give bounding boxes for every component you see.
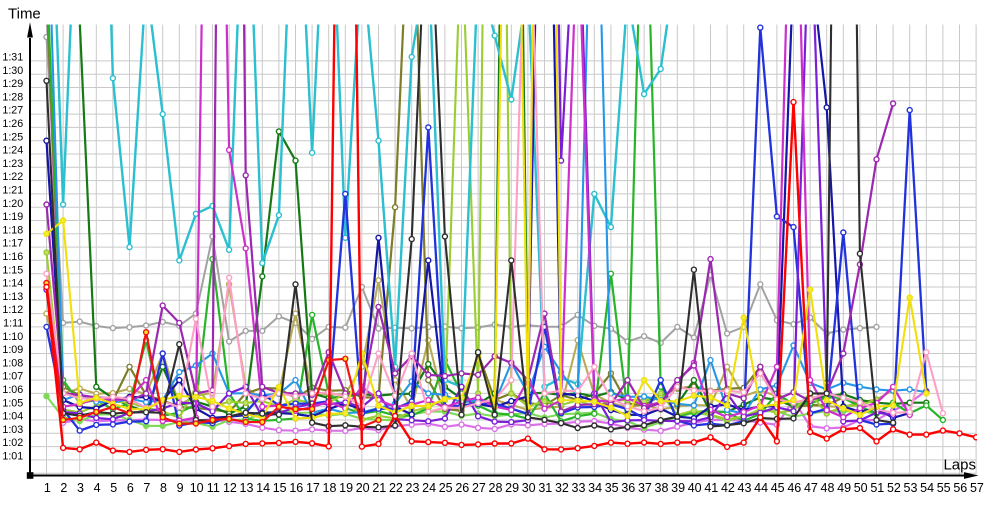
svg-text:1:27: 1:27	[2, 105, 23, 117]
svg-text:17: 17	[306, 481, 320, 495]
svg-text:1:13: 1:13	[2, 291, 23, 303]
svg-text:1:25: 1:25	[2, 131, 23, 143]
svg-text:21: 21	[372, 481, 386, 495]
svg-text:46: 46	[787, 481, 801, 495]
svg-text:54: 54	[920, 481, 934, 495]
svg-text:1:31: 1:31	[2, 52, 23, 64]
svg-text:16: 16	[289, 481, 303, 495]
svg-text:57: 57	[970, 481, 984, 495]
svg-text:14: 14	[256, 481, 270, 495]
svg-text:25: 25	[439, 481, 453, 495]
svg-text:18: 18	[323, 481, 337, 495]
svg-text:20: 20	[356, 481, 370, 495]
svg-text:1:30: 1:30	[2, 65, 23, 77]
svg-text:32: 32	[555, 481, 569, 495]
svg-text:41: 41	[704, 481, 718, 495]
svg-text:1:03: 1:03	[2, 424, 23, 436]
svg-text:1:02: 1:02	[2, 437, 23, 449]
svg-text:45: 45	[771, 481, 785, 495]
svg-text:31: 31	[538, 481, 552, 495]
svg-text:1:16: 1:16	[2, 251, 23, 263]
svg-text:1:08: 1:08	[2, 357, 23, 369]
svg-text:1:04: 1:04	[2, 411, 23, 423]
svg-text:1:10: 1:10	[2, 331, 23, 343]
svg-text:10: 10	[190, 481, 204, 495]
svg-text:28: 28	[489, 481, 503, 495]
svg-text:1:18: 1:18	[2, 224, 23, 236]
svg-text:4: 4	[94, 481, 101, 495]
svg-text:39: 39	[671, 481, 685, 495]
svg-text:3: 3	[77, 481, 84, 495]
svg-text:48: 48	[821, 481, 835, 495]
svg-text:35: 35	[605, 481, 619, 495]
svg-text:19: 19	[339, 481, 353, 495]
svg-text:55: 55	[937, 481, 951, 495]
svg-text:Time: Time	[8, 6, 41, 23]
svg-text:1:19: 1:19	[2, 211, 23, 223]
svg-text:24: 24	[422, 481, 436, 495]
svg-text:22: 22	[389, 481, 403, 495]
svg-text:47: 47	[804, 481, 818, 495]
svg-text:50: 50	[854, 481, 868, 495]
svg-text:1:12: 1:12	[2, 304, 23, 316]
svg-text:1:15: 1:15	[2, 264, 23, 276]
svg-text:9: 9	[177, 481, 184, 495]
svg-text:52: 52	[887, 481, 901, 495]
svg-text:1:01: 1:01	[2, 451, 23, 463]
svg-text:11: 11	[207, 481, 220, 495]
svg-text:6: 6	[127, 481, 134, 495]
svg-text:7: 7	[143, 481, 150, 495]
svg-text:23: 23	[406, 481, 420, 495]
svg-text:33: 33	[572, 481, 586, 495]
svg-text:29: 29	[505, 481, 519, 495]
svg-text:1:07: 1:07	[2, 371, 23, 383]
svg-text:43: 43	[738, 481, 752, 495]
svg-text:49: 49	[837, 481, 851, 495]
svg-text:1:24: 1:24	[2, 145, 23, 157]
svg-text:1:14: 1:14	[2, 278, 23, 290]
svg-text:38: 38	[655, 481, 669, 495]
svg-text:Laps: Laps	[943, 457, 976, 474]
svg-text:1:21: 1:21	[2, 185, 23, 197]
svg-text:53: 53	[904, 481, 918, 495]
svg-text:12: 12	[223, 481, 237, 495]
svg-text:15: 15	[273, 481, 287, 495]
svg-text:8: 8	[160, 481, 167, 495]
svg-text:44: 44	[754, 481, 768, 495]
svg-text:42: 42	[721, 481, 735, 495]
svg-text:36: 36	[621, 481, 635, 495]
svg-text:30: 30	[522, 481, 536, 495]
svg-text:1:09: 1:09	[2, 344, 23, 356]
svg-text:1:11: 1:11	[3, 318, 23, 330]
svg-text:1:05: 1:05	[2, 397, 23, 409]
svg-text:2: 2	[60, 481, 67, 495]
svg-text:56: 56	[953, 481, 967, 495]
svg-text:27: 27	[472, 481, 486, 495]
svg-text:13: 13	[240, 481, 254, 495]
svg-text:1:22: 1:22	[2, 171, 23, 183]
svg-text:1:23: 1:23	[2, 158, 23, 170]
svg-text:34: 34	[588, 481, 602, 495]
svg-text:1:29: 1:29	[2, 78, 23, 90]
svg-text:37: 37	[638, 481, 652, 495]
svg-text:26: 26	[455, 481, 469, 495]
svg-text:51: 51	[870, 481, 884, 495]
svg-text:1: 1	[44, 481, 51, 495]
svg-text:5: 5	[110, 481, 117, 495]
svg-text:1:26: 1:26	[2, 118, 23, 130]
svg-text:1:20: 1:20	[2, 198, 23, 210]
svg-text:40: 40	[688, 481, 702, 495]
svg-text:1:06: 1:06	[2, 384, 23, 396]
svg-text:1:28: 1:28	[2, 91, 23, 103]
svg-text:1:17: 1:17	[2, 238, 23, 250]
